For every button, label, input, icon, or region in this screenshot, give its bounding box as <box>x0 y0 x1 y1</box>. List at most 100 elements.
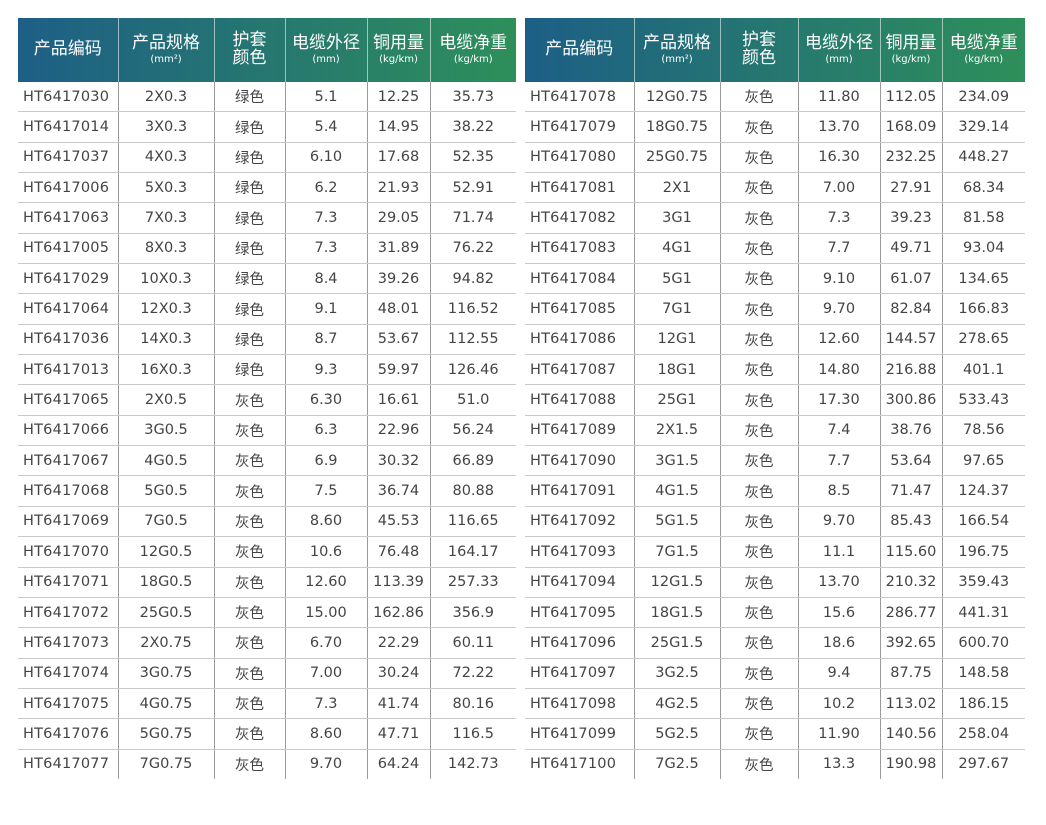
table-row: HT6417070 12G0.5 灰色 10.6 76.48 164.17 <box>18 536 516 568</box>
cell-spec: 7G2.5 <box>634 749 721 779</box>
cell-diameter: 7.3 <box>285 202 368 234</box>
cell-spec: 16X0.3 <box>118 354 215 386</box>
cell-copper: 210.32 <box>880 567 943 598</box>
cell-code: HT6417064 <box>18 293 119 325</box>
cell-color: 灰色 <box>214 445 286 477</box>
cell-spec: 14X0.3 <box>118 324 215 356</box>
cell-weight: 72.22 <box>430 658 516 689</box>
cell-color: 灰色 <box>214 506 286 538</box>
cell-copper: 14.95 <box>367 111 431 143</box>
cell-color: 灰色 <box>720 142 799 174</box>
cell-copper: 216.88 <box>880 354 943 386</box>
cell-copper: 12.25 <box>367 82 431 113</box>
cell-weight: 112.55 <box>430 324 516 356</box>
table-row: HT6417088 25G1 灰色 17.30 300.86 533.43 <box>525 384 1025 416</box>
table-row: HT6417005 8X0.3 绿色 7.3 31.89 76.22 <box>18 233 516 265</box>
cell-spec: 25G0.5 <box>118 597 215 629</box>
cell-spec: 25G0.75 <box>634 142 721 174</box>
cell-weight: 166.83 <box>942 293 1025 325</box>
cell-spec: 7G0.5 <box>118 506 215 538</box>
cell-diameter: 10.6 <box>285 536 368 568</box>
table-row: HT6417076 5G0.75 灰色 8.60 47.71 116.5 <box>18 718 516 750</box>
cell-weight: 297.67 <box>958 756 1010 773</box>
cell-weight: 116.5 <box>430 718 516 750</box>
cell-spec: 2X0.75 <box>118 627 215 659</box>
cell-spec: 3G0.75 <box>118 658 215 689</box>
header-copper: 铜用量 (kg/km) <box>880 18 943 82</box>
cell-copper: 144.57 <box>880 324 943 356</box>
table-row: HT6417080 25G0.75 灰色 16.30 232.25 448.27 <box>525 142 1025 174</box>
cell-weight: 148.58 <box>942 658 1025 689</box>
cell-color: 绿色 <box>214 172 286 204</box>
cell-copper: 87.75 <box>880 658 943 689</box>
cell-diameter: 9.70 <box>798 506 881 538</box>
cell-color: 灰色 <box>720 688 799 720</box>
table-row: HT6417095 18G1.5 灰色 15.6 286.77 441.31 <box>525 597 1025 629</box>
cell-color: 灰色 <box>720 597 799 629</box>
cell-diameter: 7.7 <box>798 445 881 477</box>
table-row: HT6417073 2X0.75 灰色 6.70 22.29 60.11 <box>18 627 516 659</box>
cell-color: 灰色 <box>214 415 286 447</box>
cell-copper: 76.48 <box>367 536 431 568</box>
cell-diameter: 9.4 <box>798 658 881 689</box>
table-row: HT6417006 5X0.3 绿色 6.2 21.93 52.91 <box>18 172 516 204</box>
cell-color: 灰色 <box>214 718 286 750</box>
cell-diameter: 13.3 <box>798 749 881 779</box>
cell-weight: 278.65 <box>942 324 1025 356</box>
cell-diameter: 8.60 <box>285 718 368 750</box>
table-row: HT6417079 18G0.75 灰色 13.70 168.09 329.14 <box>525 111 1025 143</box>
table-row: HT6417091 4G1.5 灰色 8.5 71.47 124.37 <box>525 475 1025 507</box>
table-row: HT6417100 7G2.5 灰色 13.3 190.98 297.67 <box>525 749 1025 779</box>
cell-color: 灰色 <box>720 263 799 295</box>
cell-code: HT6417082 <box>525 202 635 234</box>
cell-weight: 142.73 <box>447 756 499 773</box>
cell-color: 灰色 <box>720 718 799 750</box>
cell-weight: 134.65 <box>942 263 1025 295</box>
cell-color: 灰色 <box>720 233 799 265</box>
cell-weight: 35.73 <box>430 82 516 113</box>
cell-code: HT6417084 <box>525 263 635 295</box>
cell-color: 灰色 <box>720 567 799 598</box>
table-row: HT6417089 2X1.5 灰色 7.4 38.76 78.56 <box>525 415 1025 447</box>
header-spec: 产品规格 (mm²) <box>634 18 721 82</box>
cell-code: HT6417063 <box>18 202 119 234</box>
cell-copper: 71.47 <box>880 475 943 507</box>
cell-copper: 49.71 <box>880 233 943 265</box>
cell-code: HT6417099 <box>525 718 635 750</box>
cell-code: HT6417036 <box>18 324 119 356</box>
cell-color: 灰色 <box>720 445 799 477</box>
cell-weight: 71.74 <box>430 202 516 234</box>
cell-diameter: 5.4 <box>285 111 368 143</box>
cell-copper: 16.61 <box>367 384 431 416</box>
table-row: HT6417081 2X1 灰色 7.00 27.91 68.34 <box>525 172 1025 204</box>
cell-diameter: 7.00 <box>798 172 881 204</box>
cell-copper: 190.98 <box>880 749 943 779</box>
cell-spec: 2X0.5 <box>118 384 215 416</box>
cell-weight: 126.46 <box>430 354 516 386</box>
cell-diameter: 5.1 <box>285 82 368 113</box>
cell-diameter: 15.00 <box>285 597 368 629</box>
cell-weight: 356.9 <box>430 597 516 629</box>
cell-code: HT6417073 <box>18 627 119 659</box>
cell-spec: 18G1.5 <box>634 597 721 629</box>
cell-spec: 2X0.3 <box>118 82 215 113</box>
table-row: HT6417063 7X0.3 绿色 7.3 29.05 71.74 <box>18 202 516 234</box>
cell-weight: 38.22 <box>430 111 516 143</box>
cell-diameter: 11.1 <box>798 536 881 568</box>
cell-color: 绿色 <box>214 111 286 143</box>
cell-code: HT6417077 <box>18 749 119 779</box>
cell-weight: 600.70 <box>942 627 1025 659</box>
spec-table-right: 产品编码 产品规格 (mm²) 护套 颜色 电缆外径 (mm) 铜用量 (kg/km) … <box>525 18 1025 779</box>
cell-code: HT6417096 <box>525 627 635 659</box>
cell-diameter: 15.6 <box>798 597 881 629</box>
cell-diameter: 8.60 <box>285 506 368 538</box>
cell-copper: 113.02 <box>880 688 943 720</box>
cell-weight: 401.1 <box>942 354 1025 386</box>
cell-weight: 164.17 <box>430 536 516 568</box>
cell-color: 灰色 <box>720 111 799 143</box>
table-row: HT6417069 7G0.5 灰色 8.60 45.53 116.65 <box>18 506 516 538</box>
table-row: HT6417072 25G0.5 灰色 15.00 162.86 356.9 <box>18 597 516 629</box>
cell-spec: 4G2.5 <box>634 688 721 720</box>
cell-diameter: 6.3 <box>285 415 368 447</box>
table-row: HT6417065 2X0.5 灰色 6.30 16.61 51.0 <box>18 384 516 416</box>
